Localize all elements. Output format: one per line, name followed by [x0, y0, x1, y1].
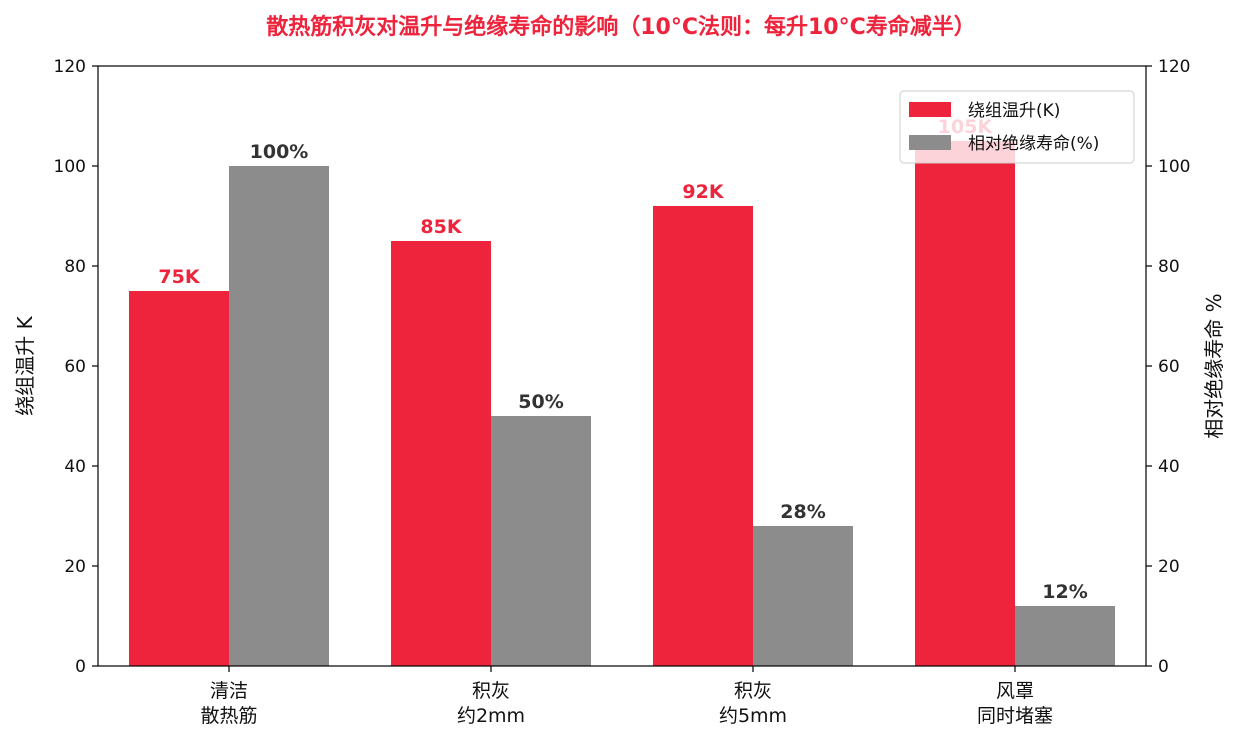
left-y-axis: 0 20 40 60 80 100 120	[54, 57, 98, 677]
left-y-tick-label: 0	[75, 657, 86, 677]
data-label-series-1-cat-3: 12%	[1042, 581, 1087, 603]
x-category-label-line: 积灰	[472, 680, 510, 702]
x-category-label-line: 清洁	[210, 680, 248, 702]
left-y-tick-label: 60	[64, 357, 86, 377]
x-category-label-line: 约5mm	[719, 705, 787, 727]
legend: 绕组温升(K) 相对绝缘寿命(%)	[899, 90, 1135, 164]
x-category-label-line: 积灰	[734, 680, 772, 702]
x-category-label-line: 同时堵塞	[977, 705, 1053, 727]
x-category-label-3: 风罩同时堵塞	[977, 680, 1053, 727]
right-y-axis-title: 相对绝缘寿命 %	[1202, 293, 1226, 438]
left-y-axis-title: 绕组温升 K	[13, 315, 37, 415]
bar-series-1-cat-1	[491, 416, 591, 666]
x-category-label-line: 风罩	[996, 680, 1034, 702]
right-y-tick-label: 100	[1158, 157, 1190, 177]
x-category-label-1: 积灰约2mm	[457, 680, 525, 727]
left-y-tick-label: 120	[54, 57, 86, 77]
bar-series-1-cat-3	[1015, 606, 1115, 666]
left-y-tick-label: 80	[64, 257, 86, 277]
bar-series-1-cat-0	[229, 166, 329, 666]
x-category-label-2: 积灰约5mm	[719, 680, 787, 727]
right-y-tick-label: 40	[1158, 457, 1180, 477]
right-y-tick-label: 120	[1158, 57, 1190, 77]
right-y-tick-label: 60	[1158, 357, 1180, 377]
legend-label-insulation-life: 相对绝缘寿命(%)	[968, 134, 1099, 154]
bars-group	[129, 141, 1115, 666]
bar-series-1-cat-2	[753, 526, 853, 666]
x-category-label-line: 散热筋	[200, 705, 257, 727]
legend-swatch-insulation-life	[909, 135, 951, 150]
legend-label-winding-temp-rise: 绕组温升(K)	[968, 101, 1060, 121]
right-y-tick-label: 20	[1158, 557, 1180, 577]
right-y-tick-label: 80	[1158, 257, 1180, 277]
data-label-series-0-cat-2: 92K	[682, 181, 724, 203]
right-y-axis: 0 20 40 60 80 100 120	[1146, 57, 1190, 677]
data-label-series-0-cat-0: 75K	[158, 266, 200, 288]
data-label-series-1-cat-1: 50%	[518, 391, 563, 413]
left-y-tick-label: 100	[54, 157, 86, 177]
left-y-tick-label: 40	[64, 457, 86, 477]
bar-series-0-cat-2	[653, 206, 753, 666]
data-label-series-1-cat-2: 28%	[780, 501, 825, 523]
legend-swatch-winding-temp-rise	[909, 102, 951, 117]
right-y-tick-label: 0	[1158, 657, 1169, 677]
x-category-label-0: 清洁散热筋	[200, 680, 257, 727]
data-label-series-0-cat-1: 85K	[420, 216, 462, 238]
left-y-tick-label: 20	[64, 557, 86, 577]
bar-series-0-cat-0	[129, 291, 229, 666]
data-label-series-1-cat-0: 100%	[250, 141, 309, 163]
chart-title: 散热筋积灰对温升与绝缘寿命的影响（10°C法则：每升10°C寿命减半）	[266, 14, 976, 40]
bar-series-0-cat-1	[391, 241, 491, 666]
legend-box	[899, 90, 1135, 164]
x-category-label-line: 约2mm	[457, 705, 525, 727]
bar-series-0-cat-3	[915, 141, 1015, 666]
